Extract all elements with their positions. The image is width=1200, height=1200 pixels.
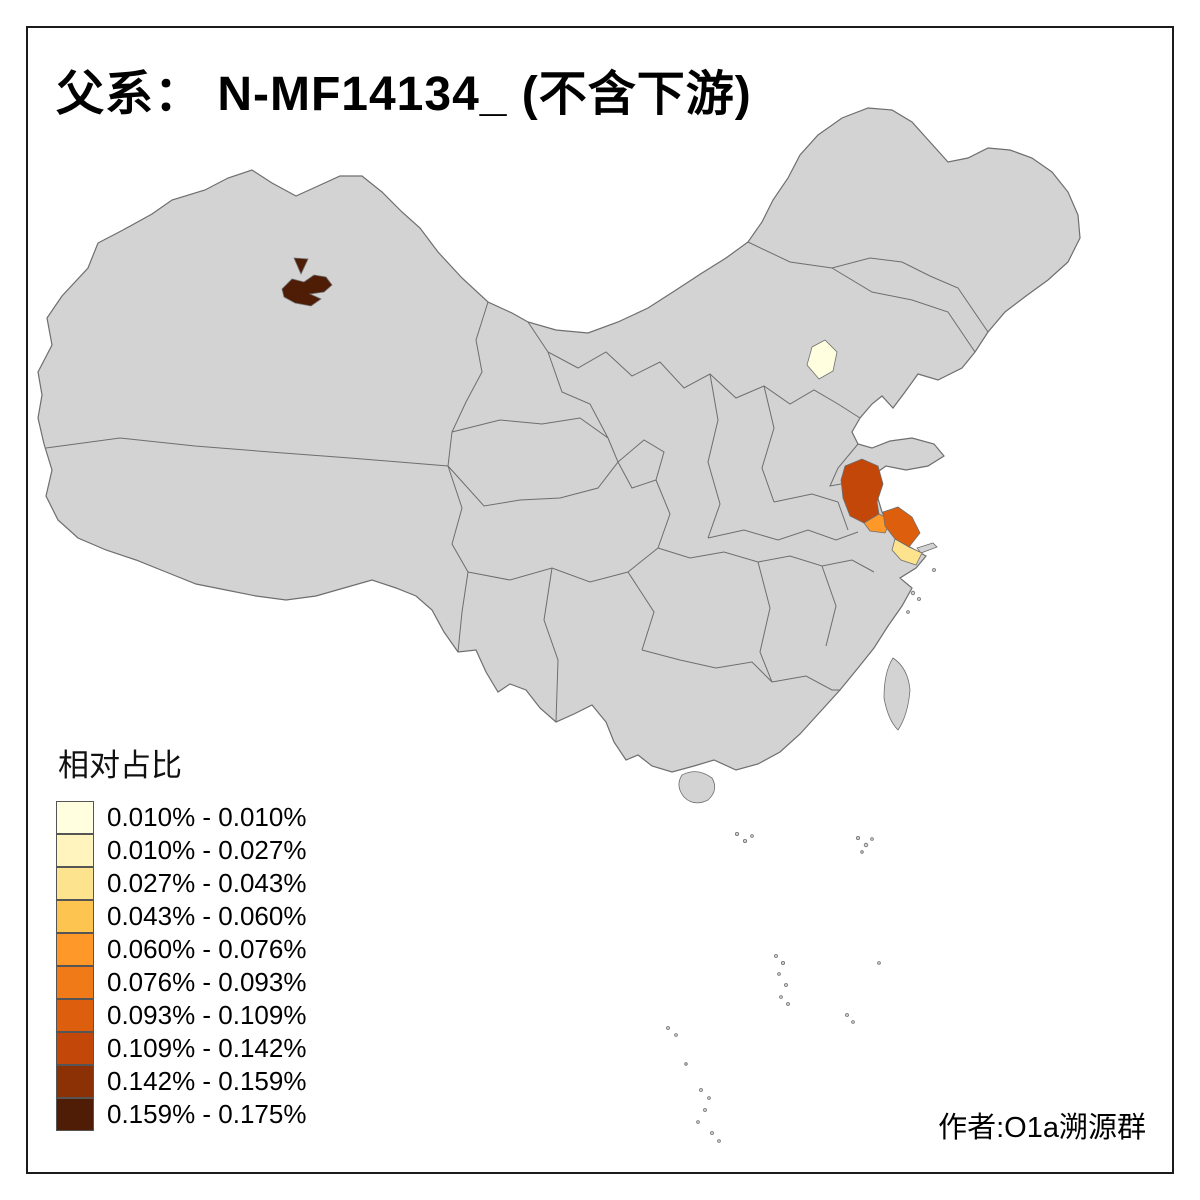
legend-label: 0.159% - 0.175% bbox=[107, 1099, 307, 1129]
highlight-region-northwest bbox=[281, 274, 333, 307]
province-border bbox=[45, 437, 449, 467]
island-dot bbox=[699, 1088, 703, 1092]
province-border bbox=[707, 373, 721, 539]
legend: 相对占比 0.010% - 0.010% 0.010% - 0.027% 0.0… bbox=[56, 740, 306, 1131]
island-dot bbox=[707, 1096, 711, 1100]
hainan-island bbox=[678, 771, 716, 804]
legend-item: 0.043% - 0.060% bbox=[56, 900, 306, 933]
province-border bbox=[771, 675, 840, 691]
island-dot bbox=[877, 961, 881, 965]
legend-swatch bbox=[56, 801, 94, 834]
island-dot bbox=[917, 597, 921, 601]
mainland-outline bbox=[37, 107, 1081, 773]
legend-swatch bbox=[56, 1065, 94, 1098]
legend-item: 0.093% - 0.109% bbox=[56, 999, 306, 1032]
legend-item: 0.060% - 0.076% bbox=[56, 933, 306, 966]
highlighted-regions bbox=[281, 257, 923, 566]
landmass bbox=[37, 107, 1081, 1143]
island-dot bbox=[743, 839, 748, 844]
island-dot bbox=[779, 995, 783, 999]
island-dot bbox=[684, 1062, 688, 1066]
legend-item: 0.010% - 0.010% bbox=[56, 801, 306, 834]
island-dot bbox=[856, 836, 861, 841]
legend-item: 0.027% - 0.043% bbox=[56, 867, 306, 900]
island-dot bbox=[717, 1139, 721, 1143]
island-dot bbox=[703, 1108, 707, 1112]
legend-swatch bbox=[56, 966, 94, 999]
province-border bbox=[655, 479, 671, 549]
province-border bbox=[627, 547, 659, 573]
island-dot bbox=[845, 1013, 849, 1017]
island-dot bbox=[870, 837, 874, 841]
legend-label: 0.027% - 0.043% bbox=[107, 868, 307, 898]
legend-label: 0.093% - 0.109% bbox=[107, 1000, 307, 1030]
island-dot bbox=[666, 1026, 670, 1030]
province-border bbox=[447, 465, 469, 653]
legend-item: 0.142% - 0.159% bbox=[56, 1065, 306, 1098]
island-dot bbox=[674, 1033, 678, 1037]
province-border bbox=[821, 565, 837, 647]
highlight-region-northwest-upper bbox=[293, 257, 309, 275]
south-china-sea-islands bbox=[666, 568, 936, 1143]
island-dot bbox=[860, 850, 864, 854]
legend-swatch bbox=[56, 933, 94, 966]
taiwan-island bbox=[883, 657, 911, 731]
figure-title: 父系： N-MF14134_ (不含下游) bbox=[56, 68, 752, 121]
province-border bbox=[617, 439, 665, 489]
legend-label: 0.010% - 0.010% bbox=[107, 802, 307, 832]
island-dot bbox=[774, 954, 778, 958]
legend-label: 0.109% - 0.142% bbox=[107, 1033, 307, 1063]
province-border bbox=[543, 567, 559, 723]
legend-swatch bbox=[56, 867, 94, 900]
island-dot bbox=[750, 834, 754, 838]
legend-label: 0.076% - 0.093% bbox=[107, 967, 307, 997]
province-border bbox=[757, 561, 773, 683]
island-dot bbox=[910, 590, 916, 596]
island-dot bbox=[851, 1020, 855, 1024]
legend-title: 相对占比 bbox=[58, 748, 182, 783]
province-border bbox=[761, 385, 775, 503]
island-dot bbox=[906, 610, 910, 614]
chongming-island bbox=[916, 542, 938, 554]
province-border bbox=[627, 571, 655, 651]
attribution: 作者:O1a溯源群 bbox=[938, 1112, 1146, 1144]
province-borders bbox=[45, 241, 989, 723]
province-border bbox=[747, 241, 989, 333]
legend-swatch bbox=[56, 834, 94, 867]
legend-item: 0.010% - 0.027% bbox=[56, 834, 306, 867]
province-border bbox=[831, 267, 976, 353]
legend-label: 0.010% - 0.027% bbox=[107, 835, 307, 865]
legend-swatch bbox=[56, 999, 94, 1032]
legend-label: 0.043% - 0.060% bbox=[107, 901, 307, 931]
legend-item: 0.159% - 0.175% bbox=[56, 1098, 306, 1131]
island-dot bbox=[786, 1002, 790, 1006]
legend-item: 0.109% - 0.142% bbox=[56, 1032, 306, 1065]
island-dot bbox=[735, 832, 740, 837]
island-dot bbox=[932, 568, 936, 572]
legend-swatch bbox=[56, 1098, 94, 1131]
province-border bbox=[447, 301, 489, 467]
province-border bbox=[641, 649, 773, 683]
island-dot bbox=[863, 842, 869, 848]
legend-label: 0.060% - 0.076% bbox=[107, 934, 307, 964]
province-border bbox=[773, 493, 849, 531]
island-dot bbox=[710, 1131, 714, 1135]
legend-item: 0.076% - 0.093% bbox=[56, 966, 306, 999]
province-border bbox=[657, 547, 875, 573]
legend-swatch bbox=[56, 1032, 94, 1065]
province-border bbox=[707, 529, 859, 541]
highlight-region-east-3 bbox=[882, 506, 921, 548]
island-dot bbox=[777, 972, 781, 976]
highlight-region-north bbox=[806, 339, 838, 380]
legend-swatch bbox=[56, 900, 94, 933]
province-border bbox=[547, 351, 609, 439]
highlight-region-east-4 bbox=[891, 538, 923, 566]
island-dot bbox=[784, 983, 788, 987]
island-dot bbox=[696, 1120, 700, 1124]
island-dot bbox=[781, 961, 786, 966]
province-border bbox=[527, 321, 861, 419]
legend-label: 0.142% - 0.159% bbox=[107, 1066, 307, 1096]
